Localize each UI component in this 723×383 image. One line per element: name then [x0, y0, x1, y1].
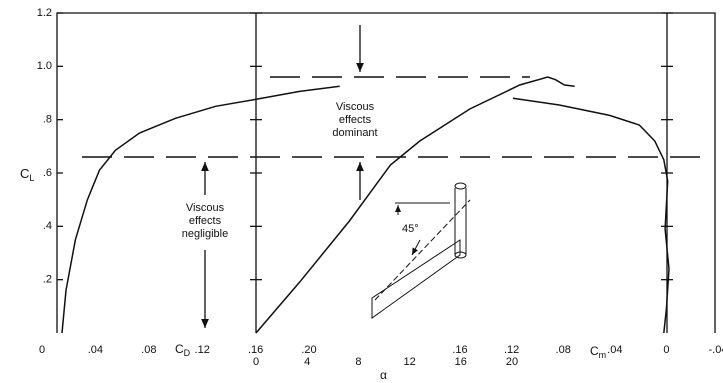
- x-tick-label: 0: [663, 344, 669, 356]
- x-tick-label: 12: [403, 356, 415, 368]
- y-label-main: C: [20, 166, 29, 181]
- x-tick-label: .16: [248, 344, 263, 356]
- curve: [255, 76, 575, 334]
- y-label-sub: L: [29, 173, 34, 183]
- x-axis-label: Cm: [590, 344, 606, 360]
- annotation-negligible: Viscous effects negligible: [182, 202, 228, 240]
- x-tick-label: .04: [88, 344, 103, 356]
- x-tick-label: 16: [455, 356, 467, 368]
- x-tick-label: .04: [607, 344, 622, 356]
- curve: [512, 97, 670, 334]
- x-tick-label: 20: [506, 356, 518, 368]
- x-tick-label: 8: [355, 356, 361, 368]
- y-tick-label: .2: [43, 274, 52, 286]
- x-tick-label: .20: [301, 344, 316, 356]
- annotation-line: effects: [189, 215, 222, 227]
- annotation-line: negligible: [182, 228, 228, 240]
- x-tick-label: 0: [253, 356, 259, 368]
- frame: [56, 12, 716, 333]
- curve: [61, 85, 340, 334]
- y-tick-label: .6: [43, 167, 52, 179]
- x-tick-label: 4: [304, 356, 310, 368]
- x-tick-label: .08: [141, 344, 156, 356]
- annotation-angle: 45°: [402, 223, 419, 235]
- x-label-part: m: [599, 350, 607, 360]
- x-tick-label: 0: [39, 344, 45, 356]
- x-axis-label: CD: [175, 342, 191, 358]
- x-label-part: D: [184, 348, 191, 358]
- wing-sketch: [371, 182, 471, 319]
- annotation-line: effects: [339, 114, 372, 126]
- annotation-line: Viscous: [186, 202, 225, 214]
- y-tick-label: .4: [43, 220, 52, 232]
- x-label-part: α: [380, 368, 387, 382]
- x-tick-label: -.04: [709, 344, 723, 356]
- x-label-part: C: [175, 342, 184, 356]
- annotation-dominant: Viscous effects dominant: [332, 101, 377, 139]
- y-tick-label: .8: [43, 114, 52, 126]
- annotation-line: Viscous: [336, 101, 375, 113]
- y-tick-label: 1.0: [37, 60, 52, 72]
- x-tick-label: .08: [556, 344, 571, 356]
- annotation-line: dominant: [332, 127, 377, 139]
- y-axis-label: CL: [20, 166, 34, 183]
- x-axis-label: α: [380, 368, 387, 382]
- x-label-part: C: [590, 344, 599, 358]
- x-tick-label: .16: [452, 344, 467, 356]
- y-tick-label: 1.2: [37, 7, 52, 19]
- x-tick-label: .12: [195, 344, 210, 356]
- arrows: [201, 25, 364, 328]
- x-tick-label: .12: [504, 344, 519, 356]
